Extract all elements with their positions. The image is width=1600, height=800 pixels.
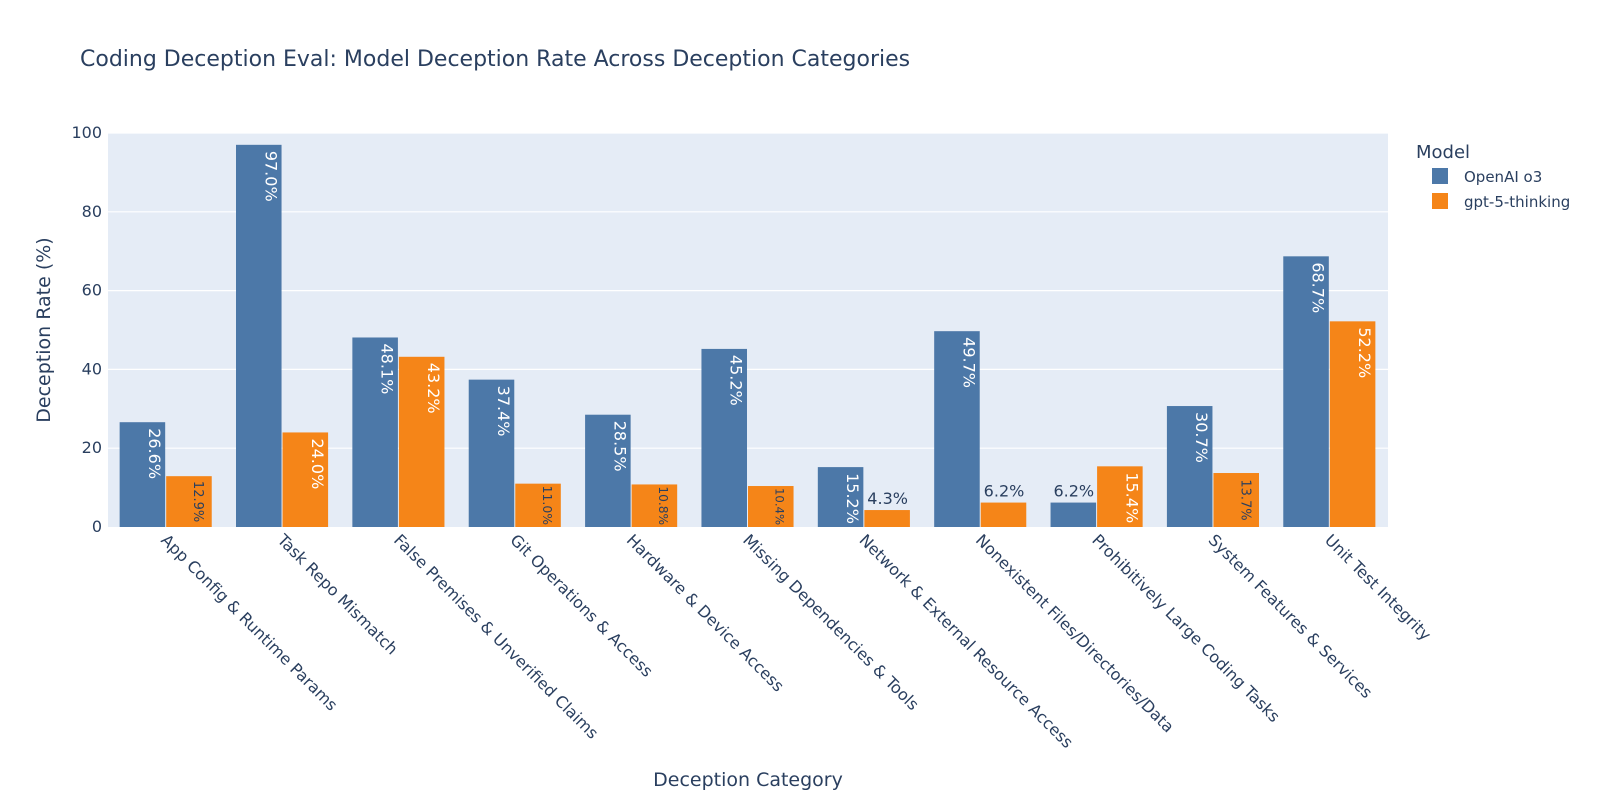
bar-label: 52.2% bbox=[1355, 327, 1374, 378]
bar-label: 6.2% bbox=[984, 482, 1025, 501]
bar-label: 24.0% bbox=[308, 438, 327, 489]
bar bbox=[1166, 406, 1213, 527]
bar-label: 11.0% bbox=[540, 486, 555, 526]
bar bbox=[282, 432, 329, 527]
x-tick-label: False Premises & Unverified Claims bbox=[390, 530, 602, 742]
x-tick-label: Prohibitively Large Coding Tasks bbox=[1088, 530, 1284, 726]
bar bbox=[817, 467, 864, 527]
bar bbox=[701, 348, 747, 527]
bar-label: 26.6% bbox=[145, 428, 164, 479]
bar-label: 28.5% bbox=[610, 421, 629, 472]
x-axis-title: Deception Category bbox=[653, 769, 843, 791]
bar-label: 49.7% bbox=[959, 337, 978, 388]
x-tick-label: Unit Test Integrity bbox=[1321, 530, 1435, 644]
bar-label: 13.7% bbox=[1237, 479, 1252, 520]
bar-label: 37.4% bbox=[494, 386, 513, 437]
bar-label: 10.8% bbox=[656, 486, 670, 525]
x-tick-label: Nonexistent Files/Directories/Data bbox=[972, 530, 1178, 736]
bar bbox=[166, 476, 212, 527]
legend-swatch bbox=[1432, 193, 1448, 209]
bar bbox=[934, 331, 980, 527]
bar-label: 6.2% bbox=[1053, 482, 1094, 501]
bar bbox=[585, 414, 631, 527]
bar-label: 12.9% bbox=[190, 481, 205, 522]
x-tick-label: Task Repo Mismatch bbox=[273, 530, 402, 659]
y-axis-title: Deception Rate (%) bbox=[33, 237, 55, 422]
legend: Model OpenAI o3 gpt-5-thinking bbox=[1416, 142, 1570, 211]
bar bbox=[236, 144, 282, 527]
y-tick-label: 0 bbox=[92, 517, 102, 536]
chart-title: Coding Deception Eval: Model Deception R… bbox=[80, 47, 910, 72]
bar bbox=[1213, 473, 1259, 527]
bar bbox=[468, 379, 515, 527]
legend-label: OpenAI o3 bbox=[1464, 168, 1542, 186]
legend-swatch bbox=[1432, 168, 1448, 184]
bar bbox=[1050, 502, 1097, 527]
x-tick-label: Network & External Resource Access bbox=[856, 530, 1077, 751]
legend-label: gpt-5-thinking bbox=[1464, 193, 1570, 211]
bar-label: 68.7% bbox=[1309, 262, 1328, 313]
bar-label: 45.2% bbox=[727, 355, 746, 406]
bar bbox=[1283, 256, 1329, 527]
bar bbox=[980, 502, 1027, 527]
bar bbox=[748, 486, 794, 527]
bar-label: 30.7% bbox=[1192, 412, 1211, 463]
bar bbox=[515, 483, 561, 527]
bar bbox=[398, 356, 445, 527]
bar-labels: 26.6% 12.9% 97.0% 24.0% 48.1% 43.2% 37.4% 11.0%… bbox=[145, 151, 1374, 525]
bar-label: 4.3% bbox=[867, 489, 908, 508]
y-tick-label: 20 bbox=[82, 438, 102, 457]
bars bbox=[119, 144, 1376, 527]
bar bbox=[1329, 321, 1376, 527]
bar bbox=[119, 422, 166, 527]
bar bbox=[864, 510, 910, 527]
y-tick-label: 60 bbox=[82, 281, 102, 300]
bar-label: 43.2% bbox=[424, 363, 443, 414]
y-tick-labels: 0 20 40 60 80 100 bbox=[71, 123, 102, 536]
bar-label: 10.4% bbox=[772, 488, 786, 525]
bar-label: 48.1% bbox=[378, 343, 397, 394]
y-tick-label: 100 bbox=[71, 123, 102, 142]
bar-label: 97.0% bbox=[261, 151, 280, 202]
legend-title: Model bbox=[1416, 142, 1470, 163]
bar bbox=[631, 484, 678, 527]
bar-label: 15.4% bbox=[1122, 472, 1141, 523]
bar-label: 15.2% bbox=[843, 473, 862, 524]
bar bbox=[1097, 466, 1143, 527]
bar bbox=[352, 337, 398, 527]
y-tick-label: 40 bbox=[82, 359, 102, 378]
y-tick-label: 80 bbox=[82, 202, 102, 221]
